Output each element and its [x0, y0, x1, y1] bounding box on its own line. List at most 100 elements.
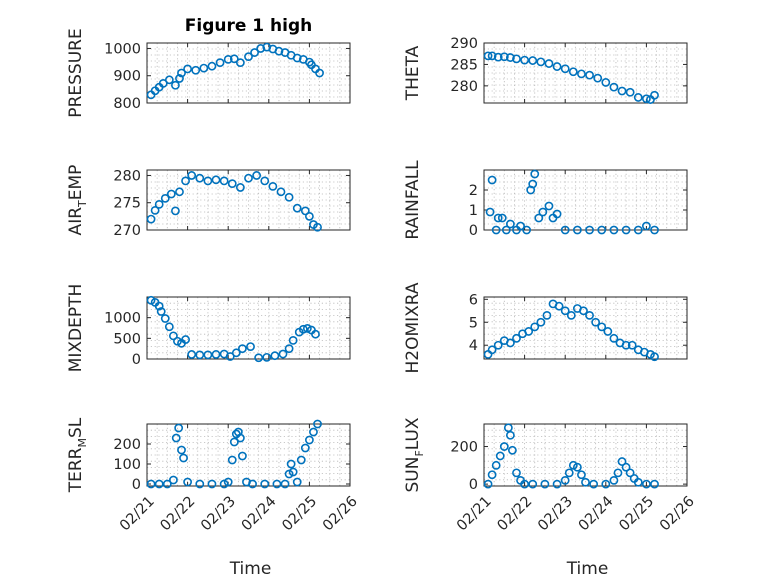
panel-rainfall: 0 1 2 RAINFALL: [403, 160, 688, 240]
data-point: [171, 433, 181, 443]
data-point: [560, 225, 570, 235]
data-point: [499, 442, 509, 451]
data-point: [505, 219, 515, 229]
data-point: [538, 207, 548, 217]
data-point: [625, 87, 635, 97]
data-point: [272, 479, 282, 489]
data-point: [589, 479, 599, 489]
y-tick-label: 0: [469, 477, 478, 493]
data-point: [603, 327, 613, 336]
data-point: [642, 221, 651, 231]
data-point: [650, 225, 659, 235]
x-axis-label: Time: [229, 559, 272, 579]
data-point: [572, 462, 582, 472]
data-point: [579, 306, 588, 316]
data-point: [493, 340, 503, 350]
data-point: [187, 350, 197, 359]
data-point: [203, 350, 213, 360]
data-point: [183, 477, 192, 487]
data-point: [154, 301, 164, 311]
data-point: [177, 445, 186, 455]
data-point: [601, 479, 611, 489]
axes-frame: [146, 42, 351, 104]
data-point: [505, 53, 515, 62]
data-point: [284, 344, 294, 354]
data-point: [544, 201, 554, 211]
panel-theta: 280 285 290 THETA: [403, 36, 688, 104]
data-point: [491, 460, 501, 470]
y-tick-label: 270: [113, 223, 141, 239]
x-tick-label: 02/21: [454, 494, 495, 535]
panel-terr-msl: 0 100 200 02/21 02/22 02/23 02/24 02/25 02/26 TER…: [66, 417, 361, 579]
data-point: [566, 310, 576, 320]
data-point: [520, 479, 529, 489]
chart-title: Figure 1 high: [185, 16, 313, 36]
data-point: [585, 70, 594, 80]
data-point: [235, 183, 245, 192]
data-point: [497, 213, 507, 223]
y-tick-label: 900: [113, 69, 141, 85]
data-point: [286, 459, 296, 469]
data-point: [284, 192, 294, 202]
data-point: [536, 317, 546, 327]
data-point: [528, 479, 538, 489]
data-point: [585, 310, 594, 320]
panel-air-temp: 270 275 280 AIRTEMP: [66, 165, 351, 239]
data-point: [581, 477, 590, 487]
data-point: [650, 90, 659, 100]
data-point: [225, 352, 235, 361]
y-axis-label: MIXDEPTH: [66, 284, 86, 373]
data-point: [164, 75, 174, 85]
x-tick-label: 02/23: [198, 494, 239, 535]
data-point: [238, 344, 247, 354]
data-point: [244, 173, 253, 183]
data-point: [483, 479, 493, 489]
data-point: [633, 477, 643, 487]
y-tick-label: 275: [113, 196, 141, 212]
y-axis-label: AIRTEMP: [66, 165, 89, 236]
data-point: [292, 203, 302, 213]
data-point: [235, 58, 245, 68]
data-point: [254, 353, 264, 363]
data-point: [227, 179, 237, 189]
x-tick-label: 02/26: [320, 494, 361, 535]
data-point: [528, 56, 538, 65]
data-point: [256, 44, 266, 53]
data-point: [528, 179, 538, 189]
data-point: [542, 310, 552, 320]
data-point: [207, 61, 217, 71]
y-tick-label: 500: [113, 331, 141, 347]
data-point: [164, 322, 174, 332]
data-point: [597, 225, 607, 235]
data-point: [207, 479, 217, 489]
data-point: [304, 211, 314, 221]
data-point: [522, 225, 532, 235]
x-tick-label: 02/21: [117, 494, 158, 535]
data-point: [311, 329, 320, 339]
data-point: [485, 207, 495, 217]
data-point: [536, 57, 546, 67]
y-tick-label: 800: [113, 96, 141, 112]
data-point: [617, 86, 627, 96]
y-tick-label: 5: [469, 315, 478, 331]
data-point: [195, 173, 205, 183]
x-axis-label: Time: [566, 559, 609, 579]
data-point: [568, 460, 578, 470]
data-point: [154, 199, 164, 209]
data-point: [621, 462, 631, 472]
data-point: [262, 352, 272, 362]
y-axis-label: PRESSURE: [66, 28, 86, 117]
data-point: [154, 479, 164, 489]
data-point: [505, 430, 515, 440]
data-point: [219, 176, 229, 186]
data-point: [166, 189, 176, 199]
data-point: [487, 51, 497, 61]
axes-frame: [483, 42, 688, 104]
data-point: [530, 322, 540, 332]
data-point: [183, 64, 192, 74]
data-point: [181, 176, 190, 186]
data-point: [191, 65, 201, 75]
data-point: [171, 206, 180, 216]
data-point: [568, 67, 578, 77]
data-point: [156, 307, 166, 316]
